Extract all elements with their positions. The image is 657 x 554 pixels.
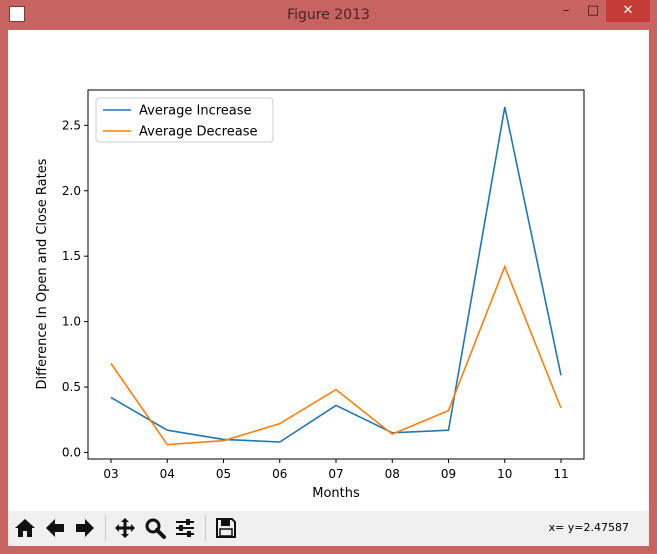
cursor-coordinates: x= y=2.47587 [548, 521, 629, 534]
configure-subplots-button[interactable] [172, 515, 198, 541]
pan-icon [115, 518, 135, 538]
x-axis-label: Months [312, 486, 360, 501]
x-tick-label: 07 [328, 467, 343, 481]
legend-box [95, 97, 274, 143]
x-tick-label: 05 [216, 467, 231, 481]
x-tick-label: 06 [272, 467, 287, 481]
save-button[interactable] [213, 515, 239, 541]
x-tick-label: 03 [103, 467, 118, 481]
y-tick-label: 0.0 [62, 445, 81, 459]
series-line-average-decrease [110, 264, 562, 446]
home-button[interactable] [12, 515, 38, 541]
minimize-button[interactable]: – [562, 3, 570, 18]
zoom-icon [145, 518, 166, 539]
figure-canvas[interactable]: 03 04 05 06 07 08 09 10 11 0.0 0.5 1.0 1.5 2.0 2.5 Mon… [8, 30, 649, 511]
x-tick-label: 08 [385, 467, 400, 481]
legend: Average Increase Average Decrease [95, 97, 274, 143]
x-tick-label: 11 [553, 467, 568, 481]
zoom-button[interactable] [142, 515, 168, 541]
pan-button[interactable] [112, 515, 138, 541]
y-tick-label: 2.5 [62, 118, 81, 132]
configure-subplots-icon [176, 519, 194, 537]
save-icon [216, 518, 236, 538]
series-line-average-increase [110, 106, 562, 443]
window-title: Figure 2013 [287, 7, 370, 23]
x-tick-label: 09 [441, 467, 456, 481]
line-chart: 03 04 05 06 07 08 09 10 11 0.0 0.5 1.0 1.5 2.0 2.5 Mon… [35, 89, 585, 501]
forward-arrow-icon [76, 519, 94, 537]
legend-entry: Average Decrease [139, 125, 257, 140]
legend-entry: Average Increase [139, 104, 252, 119]
toolbar-separator [105, 515, 106, 541]
y-axis-label: Difference In Open and Close Rates [35, 158, 50, 389]
plot-frame [87, 89, 585, 460]
y-tick-label: 2.0 [62, 184, 81, 198]
x-tick-label: 10 [497, 467, 512, 481]
app-icon [9, 6, 25, 22]
title-bar[interactable]: Figure 2013 – □ ✕ [0, 0, 657, 30]
y-tick-label: 1.0 [62, 315, 81, 329]
series-lines [110, 106, 562, 446]
back-arrow-icon [46, 519, 64, 537]
back-button[interactable] [42, 515, 68, 541]
y-tick-label: 1.5 [62, 249, 81, 263]
axis-ticks: 03 04 05 06 07 08 09 10 11 0.0 0.5 1.0 1.5 2.0 2.5 [62, 118, 569, 481]
maximize-button[interactable]: □ [586, 3, 600, 18]
toolbar-separator [205, 515, 206, 541]
home-icon [15, 519, 35, 537]
close-button[interactable]: ✕ [606, 0, 650, 22]
forward-button[interactable] [72, 515, 98, 541]
navigation-toolbar: x= y=2.47587 [8, 511, 649, 546]
y-tick-label: 0.5 [62, 380, 81, 394]
x-tick-label: 04 [160, 467, 175, 481]
